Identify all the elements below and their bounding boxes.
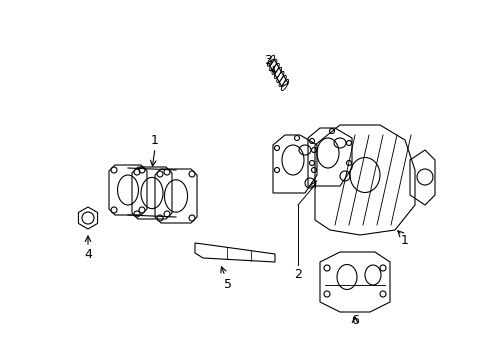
Text: 3: 3 [264,54,271,67]
Text: 6: 6 [350,314,358,327]
Text: 1: 1 [400,234,408,247]
Text: 1: 1 [151,134,159,147]
Text: 4: 4 [84,248,92,261]
Text: 5: 5 [224,279,231,292]
Text: 2: 2 [293,269,301,282]
